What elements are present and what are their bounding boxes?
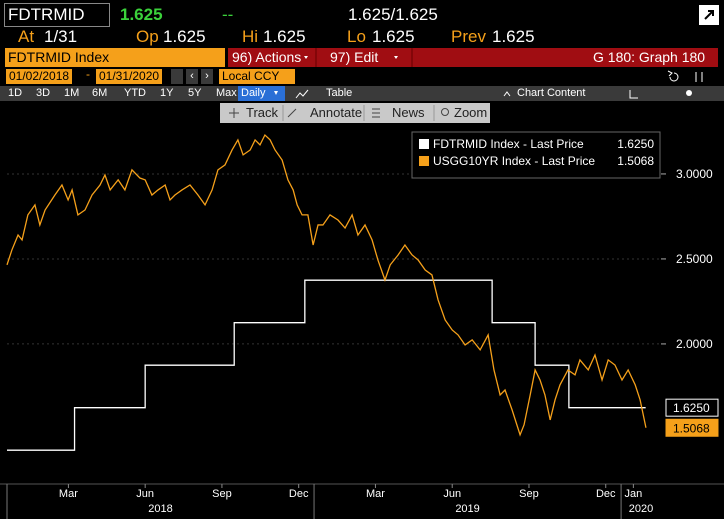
change: -- — [222, 5, 234, 24]
x-tick-label: Jun — [443, 488, 461, 500]
expand-icon[interactable] — [698, 4, 720, 26]
toolbar-icons — [274, 89, 692, 99]
legend-label: USGG10YR Index - Last Price — [433, 154, 595, 168]
legend-swatch — [419, 139, 429, 149]
ticker: FDTRMID — [8, 5, 85, 24]
x-tick-label: Jun — [136, 488, 154, 500]
x-tick-label: Jan — [624, 488, 642, 500]
bid-ask: 1.625/1.625 — [348, 5, 438, 24]
x-tick-label: Mar — [59, 488, 78, 500]
legend-value: 1.5068 — [617, 154, 654, 168]
period-button[interactable]: 3D — [36, 87, 51, 99]
year-label: 2020 — [629, 503, 653, 515]
field-label: Lo — [347, 27, 366, 46]
field-label: Op — [136, 27, 159, 46]
undo-icons — [667, 70, 703, 82]
next-button[interactable]: › — [201, 69, 213, 84]
period-button[interactable]: 5Y — [188, 87, 202, 99]
series-line — [7, 279, 646, 451]
menu-bar — [228, 48, 718, 67]
x-tick-label: Dec — [289, 488, 309, 500]
field-label: Hi — [242, 27, 259, 46]
field-label: At — [18, 27, 35, 46]
field-value: 1.625 — [492, 27, 535, 46]
period-button[interactable]: YTD — [124, 87, 146, 99]
tool-zoom[interactable]: Zoom — [454, 105, 488, 120]
period-button[interactable]: 6M — [92, 87, 108, 99]
field-value: 1.625 — [372, 27, 415, 46]
tool-track[interactable]: Track — [246, 105, 279, 120]
dash: - — [86, 67, 90, 81]
series-line — [6, 133, 647, 437]
last-price-label: 1.5068 — [673, 421, 710, 435]
toolbar — [0, 86, 724, 101]
year-label: 2019 — [455, 503, 479, 515]
field-label: Prev — [451, 27, 486, 46]
x-tick-label: Sep — [519, 488, 539, 500]
field-value: 1.625 — [263, 27, 306, 46]
x-tick-label: Sep — [212, 488, 232, 500]
field-value: 1/31 — [44, 27, 78, 46]
end-date[interactable]: 01/31/2020 — [96, 69, 163, 84]
tool-icons — [229, 105, 449, 121]
y-tick-label: 2.5000 — [676, 252, 713, 266]
legend-value: 1.6250 — [617, 137, 654, 151]
y-tick-label: 3.0000 — [676, 167, 713, 181]
legend-box — [411, 131, 661, 179]
period-button[interactable]: 1M — [64, 87, 80, 99]
tool-bar — [220, 103, 490, 123]
start-date[interactable]: 01/02/2018 — [6, 69, 73, 84]
chart-content[interactable]: Chart Content — [517, 87, 586, 99]
period-button[interactable]: Max — [216, 87, 237, 99]
y-tick-label: 2.0000 — [676, 337, 713, 351]
last-price-tag — [665, 418, 719, 437]
legend-swatch — [419, 156, 429, 166]
legend-label: FDTRMID Index - Last Price — [433, 137, 584, 151]
menu-icons — [304, 48, 413, 67]
x-tick-label: Mar — [366, 488, 385, 500]
edit-menu[interactable]: 97) Edit — [330, 49, 379, 65]
tool-news[interactable]: News — [392, 105, 425, 120]
last-price-tag — [665, 398, 719, 417]
currency[interactable]: Local CCY — [219, 69, 295, 84]
field-value: 1.625 — [163, 27, 206, 46]
actions-menu[interactable]: 96) Actions — [232, 49, 302, 65]
last-price-label: 1.6250 — [673, 401, 710, 415]
ticker-box[interactable] — [4, 3, 110, 27]
table-button[interactable]: Table — [326, 87, 353, 99]
page-title: G 180: Graph 180 — [593, 49, 706, 65]
period-button[interactable]: 1Y — [160, 87, 174, 99]
calendar[interactable] — [171, 69, 183, 84]
prev-button[interactable]: ‹ — [186, 69, 198, 84]
frequency[interactable]: Daily — [238, 86, 285, 101]
period-button[interactable]: 1D — [8, 87, 23, 99]
last-price: 1.625 — [120, 5, 163, 24]
year-label: 2018 — [148, 503, 172, 515]
security-field[interactable]: FDTRMID Index — [5, 48, 225, 67]
x-tick-label: Dec — [596, 488, 616, 500]
tool-annotate[interactable]: Annotate — [310, 105, 363, 120]
